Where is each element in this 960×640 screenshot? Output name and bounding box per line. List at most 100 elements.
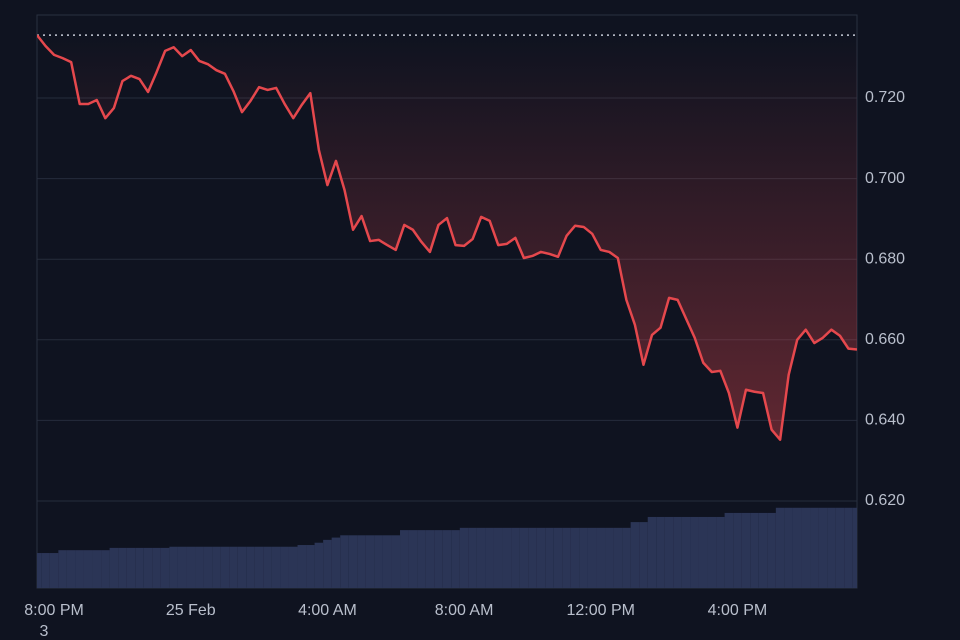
volume-bar: [186, 546, 196, 588]
volume-bar: [126, 547, 136, 588]
volume-bar: [852, 507, 857, 588]
y-tick-label: 0.680: [865, 250, 905, 267]
volume-bar: [83, 550, 93, 588]
volume-bar: [613, 527, 623, 588]
volume-bar: [425, 530, 435, 588]
volume-bar: [229, 546, 238, 588]
volume-bar: [545, 527, 554, 588]
volume-bar: [195, 546, 204, 588]
y-tick-label: 0.660: [865, 331, 905, 348]
volume-bar: [827, 507, 836, 588]
volume-bar: [109, 547, 119, 588]
plot: [37, 34, 857, 588]
volume-bar: [177, 546, 187, 588]
volume-bar: [212, 546, 221, 588]
volume-bar: [622, 527, 631, 588]
volume-bar: [135, 547, 144, 588]
volume-bar: [818, 507, 828, 588]
volume-bar: [58, 550, 67, 588]
volume-bar: [784, 507, 793, 588]
volume-bar: [553, 527, 563, 588]
volume-bar: [203, 546, 213, 588]
volume-bar: [716, 516, 725, 588]
y-tick-label: 0.620: [865, 492, 905, 509]
volume-bar: [835, 507, 845, 588]
volume-bar: [152, 547, 161, 588]
volume-bar: [417, 530, 426, 588]
volume-bar: [707, 516, 717, 588]
volume-bar: [681, 516, 691, 588]
y-tick-label: 0.720: [865, 89, 905, 106]
volume-bar: [49, 553, 59, 588]
volume-bar: [143, 547, 153, 588]
volume-bar: [408, 530, 418, 588]
volume-bar: [263, 546, 272, 588]
volume-bar: [118, 547, 127, 588]
volume-bar: [382, 535, 392, 588]
volume-bar: [519, 527, 529, 588]
volume-bar: [365, 535, 375, 588]
x-tick-label: 25 Feb: [166, 602, 216, 619]
volume-bar: [810, 507, 819, 588]
volume-bar: [169, 546, 178, 588]
volume-bar: [493, 527, 503, 588]
volume-bar: [451, 530, 460, 588]
volume-bar: [374, 535, 383, 588]
volume-bar: [562, 527, 571, 588]
y-tick-label: 0.700: [865, 170, 905, 187]
volume-bar: [596, 527, 606, 588]
x-tick-label: 8:00 PM: [24, 602, 84, 619]
volume-bar: [741, 512, 751, 588]
x-tick-label: 4:00 PM: [708, 602, 768, 619]
price-line: [37, 34, 857, 441]
volume-bar: [639, 522, 648, 588]
volume-bar: [246, 546, 255, 588]
volume-bar: [348, 535, 358, 588]
volume-bar: [391, 535, 401, 588]
volume-bar: [434, 530, 443, 588]
volume-bar: [271, 546, 281, 588]
volume-bar: [511, 527, 520, 588]
volume-bar: [724, 512, 734, 588]
volume-bar: [801, 507, 811, 588]
volume-bar: [288, 546, 298, 588]
annotation: 3: [40, 623, 49, 640]
volume-bar: [750, 512, 759, 588]
volume-bar: [314, 542, 324, 588]
volume-bar: [37, 553, 42, 588]
volume-bar: [254, 546, 264, 588]
volume-bar: [476, 527, 486, 588]
volume-bar: [536, 527, 546, 588]
volume-bar: [587, 527, 597, 588]
y-tick-label: 0.640: [865, 412, 905, 429]
volume-bar: [733, 512, 742, 588]
volume-bar: [101, 550, 110, 588]
volume-bar: [280, 546, 289, 588]
volume-bar: [579, 527, 588, 588]
volume-bar: [528, 527, 537, 588]
volume-bar: [630, 522, 640, 588]
volume-bar: [75, 550, 84, 588]
volume-bar: [656, 516, 665, 588]
volume-bar: [690, 516, 699, 588]
volume-bar: [323, 539, 332, 588]
volume-bar: [306, 545, 315, 588]
volume-bar: [647, 516, 657, 588]
volume-bar: [220, 546, 230, 588]
volume-bar: [758, 512, 768, 588]
x-tick-label: 12:00 PM: [567, 602, 635, 619]
volume-bar: [66, 550, 76, 588]
volume-bar: [502, 527, 512, 588]
volume-bar: [468, 527, 477, 588]
volume-bar: [673, 516, 682, 588]
area-fill: [37, 35, 857, 440]
volume-bar: [570, 527, 580, 588]
volume-bar: [605, 527, 614, 588]
volume-bar: [792, 507, 802, 588]
volume-bar: [844, 507, 853, 588]
volume-bar: [459, 527, 469, 588]
volume-bar: [297, 545, 307, 588]
volume-bar: [237, 546, 247, 588]
volume-bar: [442, 530, 452, 588]
